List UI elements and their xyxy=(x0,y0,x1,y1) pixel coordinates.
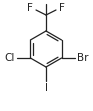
Text: F: F xyxy=(43,0,49,2)
Text: I: I xyxy=(44,83,48,93)
Text: Br: Br xyxy=(77,53,89,63)
Text: F: F xyxy=(59,3,65,13)
Text: F: F xyxy=(27,3,33,13)
Text: Cl: Cl xyxy=(5,53,15,63)
